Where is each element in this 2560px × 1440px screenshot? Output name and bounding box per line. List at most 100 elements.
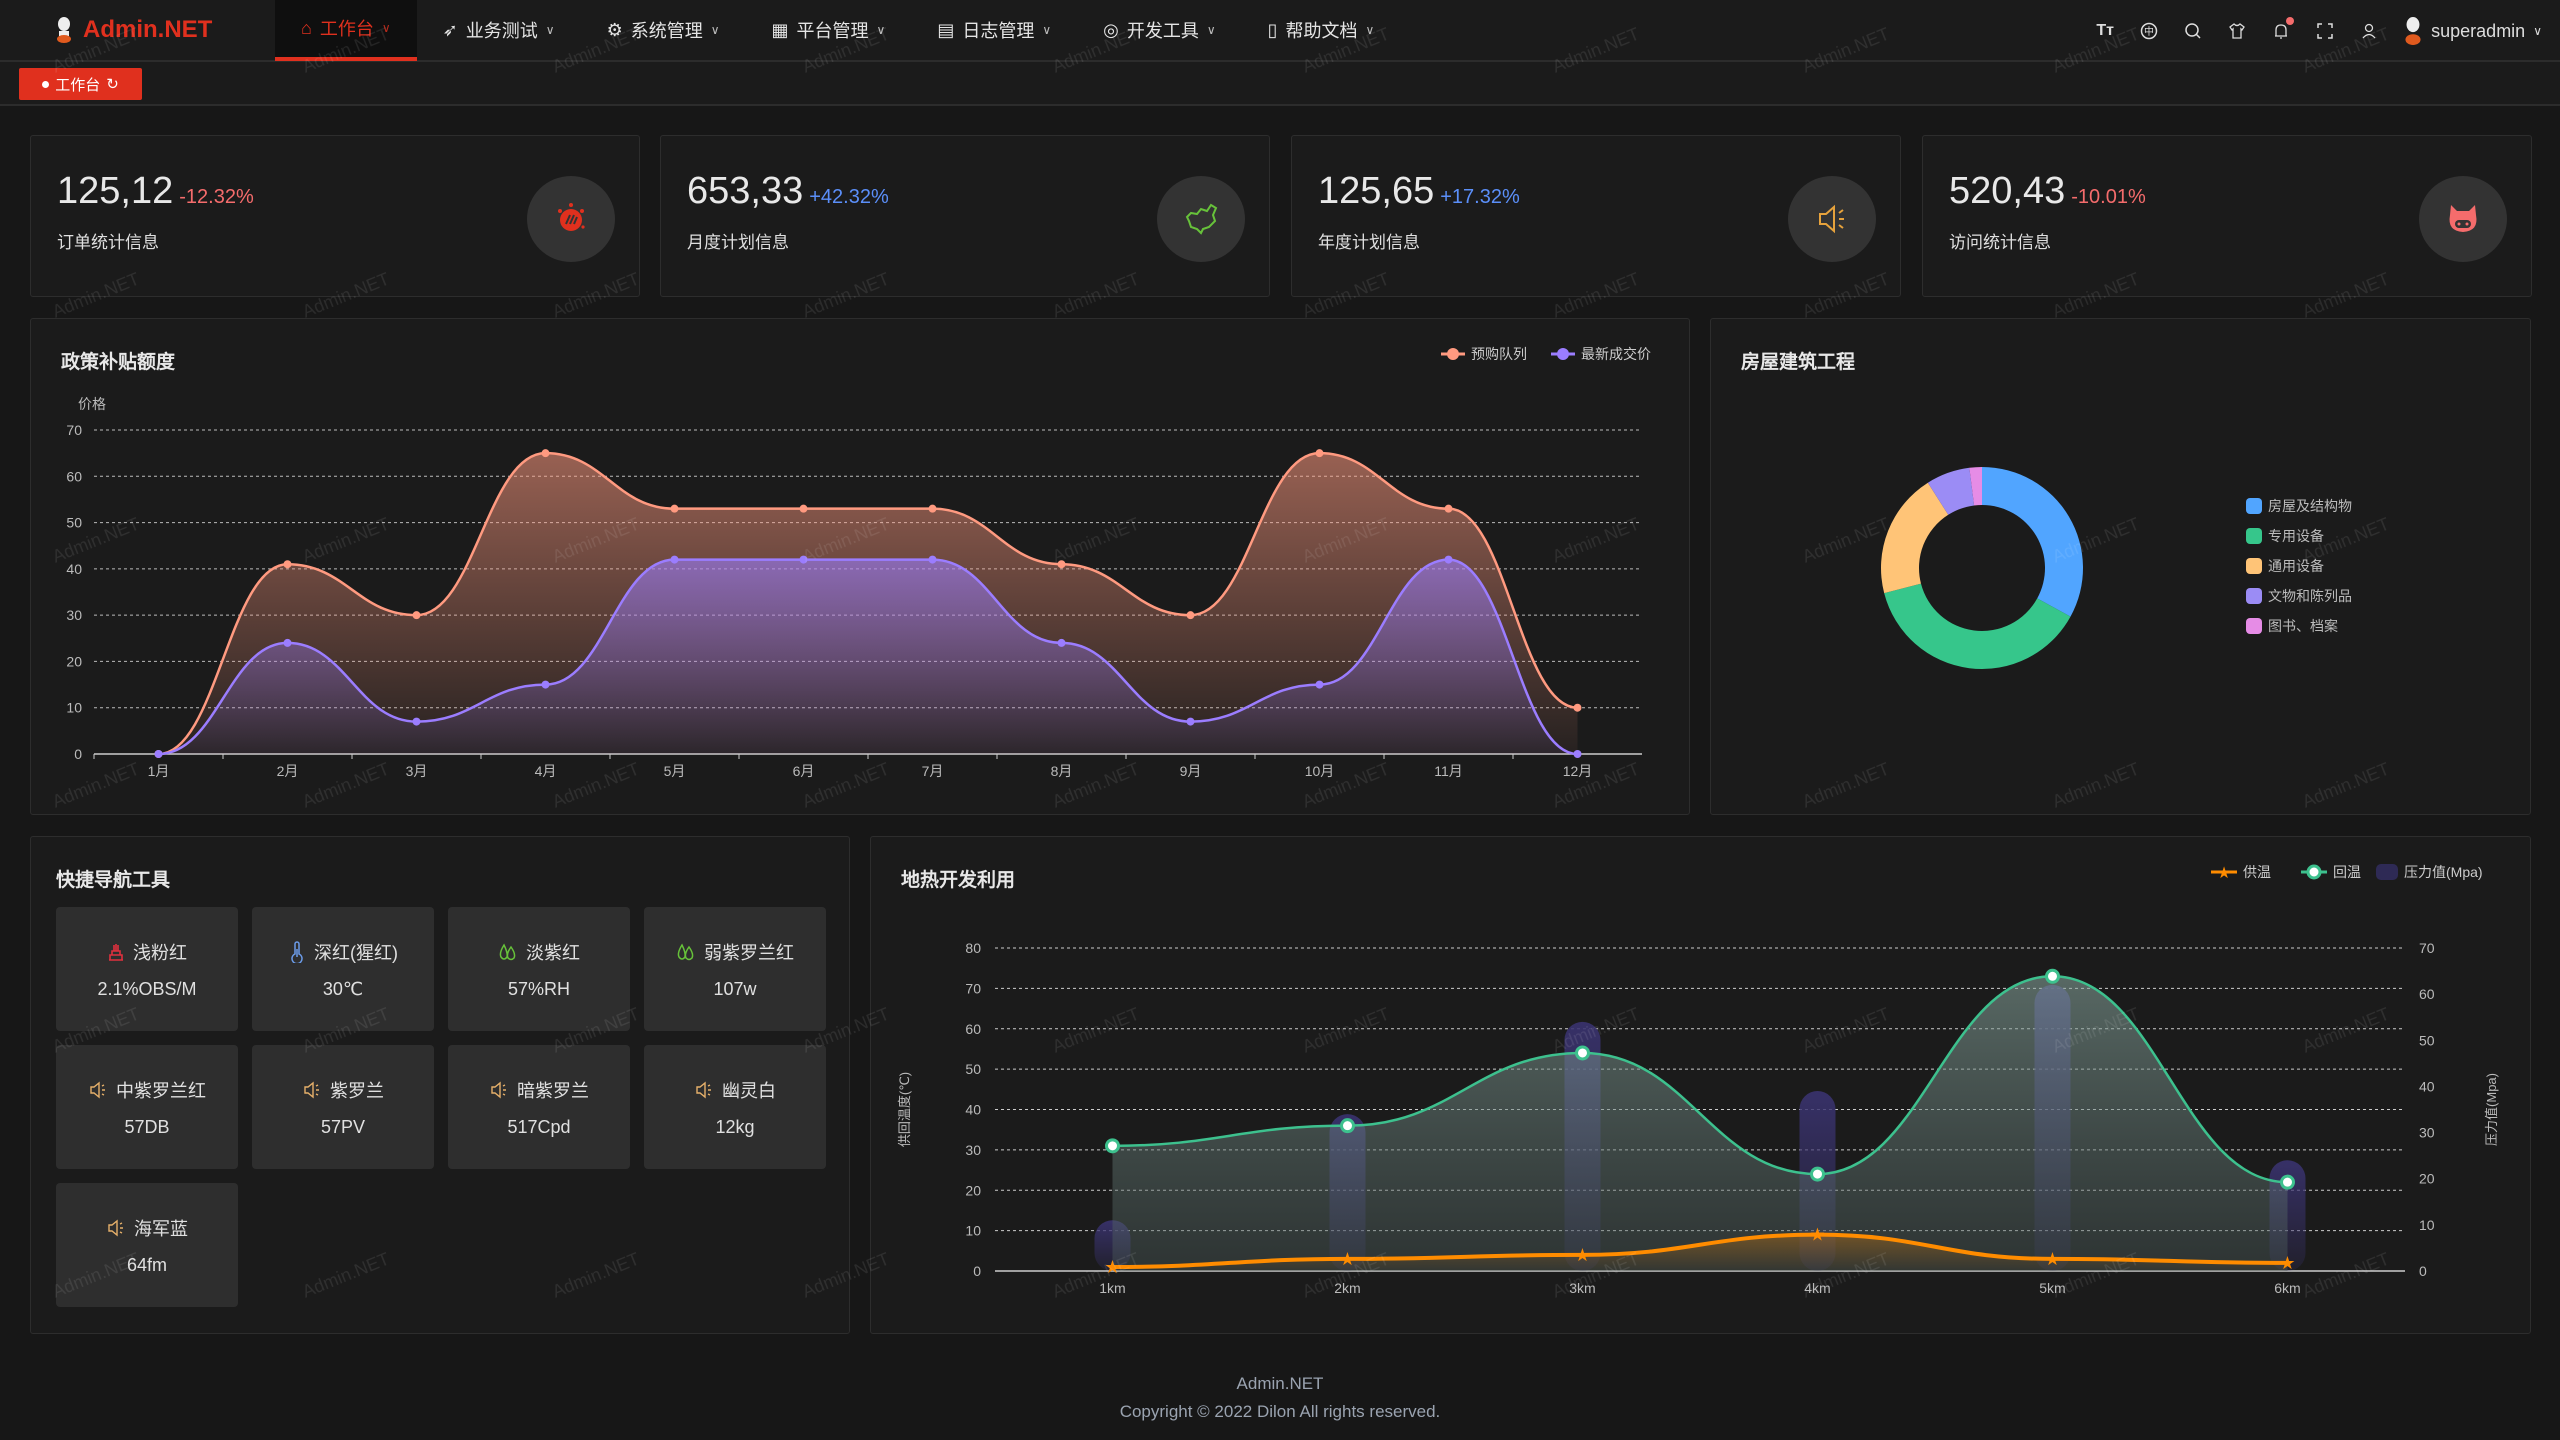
quick-nav-panel: 快捷导航工具 浅粉红 2.1%OBS/M 深红(猩红) 30℃ 淡紫红 57%RH 弱紫罗兰… [30,836,850,1334]
star-point-icon[interactable]: ★ [2279,1253,2295,1273]
legend-marker-icon [2246,558,2262,574]
skin-icon[interactable] [2227,21,2247,41]
data-point[interactable] [670,555,679,564]
menu-item[interactable]: ➶ 业务测试 ∨ [417,0,581,61]
legend-item[interactable]: 最新成交价 [1551,346,1651,362]
star-point-icon[interactable]: ★ [2044,1249,2060,1269]
legend-item[interactable]: 预购队列 [1441,346,1527,362]
data-point[interactable] [1057,638,1066,647]
search-icon[interactable] [2183,21,2203,41]
data-point[interactable] [1057,560,1066,569]
quick-nav-item[interactable]: 浅粉红 2.1%OBS/M [56,907,238,1031]
data-point[interactable] [928,504,937,513]
data-point[interactable] [1340,1118,1355,1134]
menu-item-label: 系统管理 [630,21,703,41]
legend-item[interactable]: 压力值(Mpa) [2376,864,2483,880]
x-tick-label: 7月 [922,763,944,779]
data-point[interactable] [1186,611,1195,620]
pie-slice[interactable] [1881,482,1949,594]
data-point[interactable] [283,560,292,569]
data-point[interactable] [1810,1166,1825,1182]
star-point-icon[interactable]: ★ [1809,1225,1825,1245]
data-point[interactable] [283,638,292,647]
quick-nav-value: 57DB [124,1116,170,1137]
data-point[interactable] [1444,504,1453,513]
quick-nav-item[interactable]: 淡紫红 57%RH [448,907,630,1031]
menu-item[interactable]: ▦ 平台管理 ∨ [746,0,912,61]
data-point[interactable] [1573,703,1582,712]
tag-label: 工作台 [55,76,101,94]
quick-nav-value: 2.1%OBS/M [97,978,197,999]
refresh-icon[interactable]: ↻ [106,76,119,93]
tag-workbench[interactable]: 工作台 ↻ [19,68,142,100]
data-point[interactable] [1315,449,1324,458]
data-point[interactable] [1575,1045,1590,1061]
star-point-icon[interactable]: ★ [1574,1245,1590,1265]
quick-nav-title: 紫罗兰 [302,1077,384,1103]
data-point[interactable] [1444,555,1453,564]
legend-item[interactable]: 图书、档案 [2246,618,2338,634]
data-point[interactable] [412,611,421,620]
data-point[interactable] [1105,1138,1120,1154]
x-tick-label: 3km [1569,1280,1595,1296]
font-size-icon[interactable]: Tт [2096,22,2114,39]
quick-nav-value: 57%RH [507,978,571,999]
star-point-icon[interactable]: ★ [1104,1257,1120,1277]
quick-nav-item[interactable]: 暗紫罗兰 517Cpd [448,1045,630,1169]
logo[interactable]: Admin.NET [55,16,275,44]
data-point[interactable] [154,750,163,758]
legend-item[interactable]: 通用设备 [2246,558,2324,574]
bell-icon[interactable] [2271,17,2295,41]
quick-nav-item[interactable]: 弱紫罗兰红 107w [644,907,826,1031]
legend-label: 专用设备 [2268,528,2324,544]
menu-item-label: 开发工具 [1126,21,1199,41]
pie-slice[interactable] [1927,467,1975,515]
chevron-down-icon: ∨ [1042,23,1052,37]
data-point[interactable] [1186,717,1195,726]
menu-item[interactable]: ⚙ 系统管理 ∨ [581,0,746,61]
user-icon[interactable] [2359,21,2379,41]
y-axis-label: 价格 [78,396,106,412]
legend-item[interactable]: 房屋及结构物 [2246,498,2352,514]
quick-nav-item[interactable]: 深红(猩红) 30℃ [252,907,434,1031]
language-icon[interactable]: 中 [2139,21,2159,41]
data-point[interactable] [1573,750,1582,758]
legend-item[interactable]: 文物和陈列品 [2246,588,2352,604]
legend-item[interactable]: 回温 [2301,864,2361,880]
pie-slice[interactable] [1982,467,2083,617]
data-point[interactable] [1315,680,1324,689]
stat-label: 年度计划信息 [1318,233,1420,252]
fullscreen-icon[interactable] [2315,21,2335,41]
quick-nav-item[interactable]: 中紫罗兰红 57DB [56,1045,238,1169]
data-point[interactable] [799,504,808,513]
quick-nav-value: 57PV [320,1116,366,1137]
data-point[interactable] [541,449,550,458]
user-menu[interactable]: superadmin ∨ [2403,17,2542,45]
panel-title: 快捷导航工具 [56,870,171,891]
menu-item[interactable]: ⌂ 工作台 ∨ [275,0,417,61]
data-point[interactable] [541,680,550,689]
document-icon: ▤ [937,19,955,40]
data-point[interactable] [2280,1174,2295,1190]
data-point[interactable] [928,555,937,564]
legend-item[interactable]: ★ 供温 [2211,864,2271,882]
quick-nav-item[interactable]: 紫罗兰 57PV [252,1045,434,1169]
chevron-down-icon: ∨ [2533,24,2542,38]
quick-nav-item[interactable]: 幽灵白 12kg [644,1045,826,1169]
star-point-icon[interactable]: ★ [1339,1249,1355,1269]
quick-nav-label: 浅粉红 [133,942,187,963]
quick-nav-item[interactable]: 海军蓝 64fm [56,1183,238,1307]
x-tick-label: 1月 [148,763,170,779]
legend-item[interactable]: 专用设备 [2246,528,2324,544]
data-point[interactable] [412,717,421,726]
pie-slice[interactable] [1969,467,1982,506]
data-point[interactable] [799,555,808,564]
menu-item[interactable]: ◎ 开发工具 ∨ [1077,0,1242,61]
menu-item[interactable]: ▯ 帮助文档 ∨ [1242,0,1401,61]
data-point[interactable] [670,504,679,513]
menu-item[interactable]: ▤ 日志管理 ∨ [911,0,1077,61]
data-point[interactable] [2045,968,2060,984]
pie-slice[interactable] [1884,583,2071,670]
quick-nav-value: 30℃ [322,978,364,999]
series-area [1112,1234,2288,1271]
